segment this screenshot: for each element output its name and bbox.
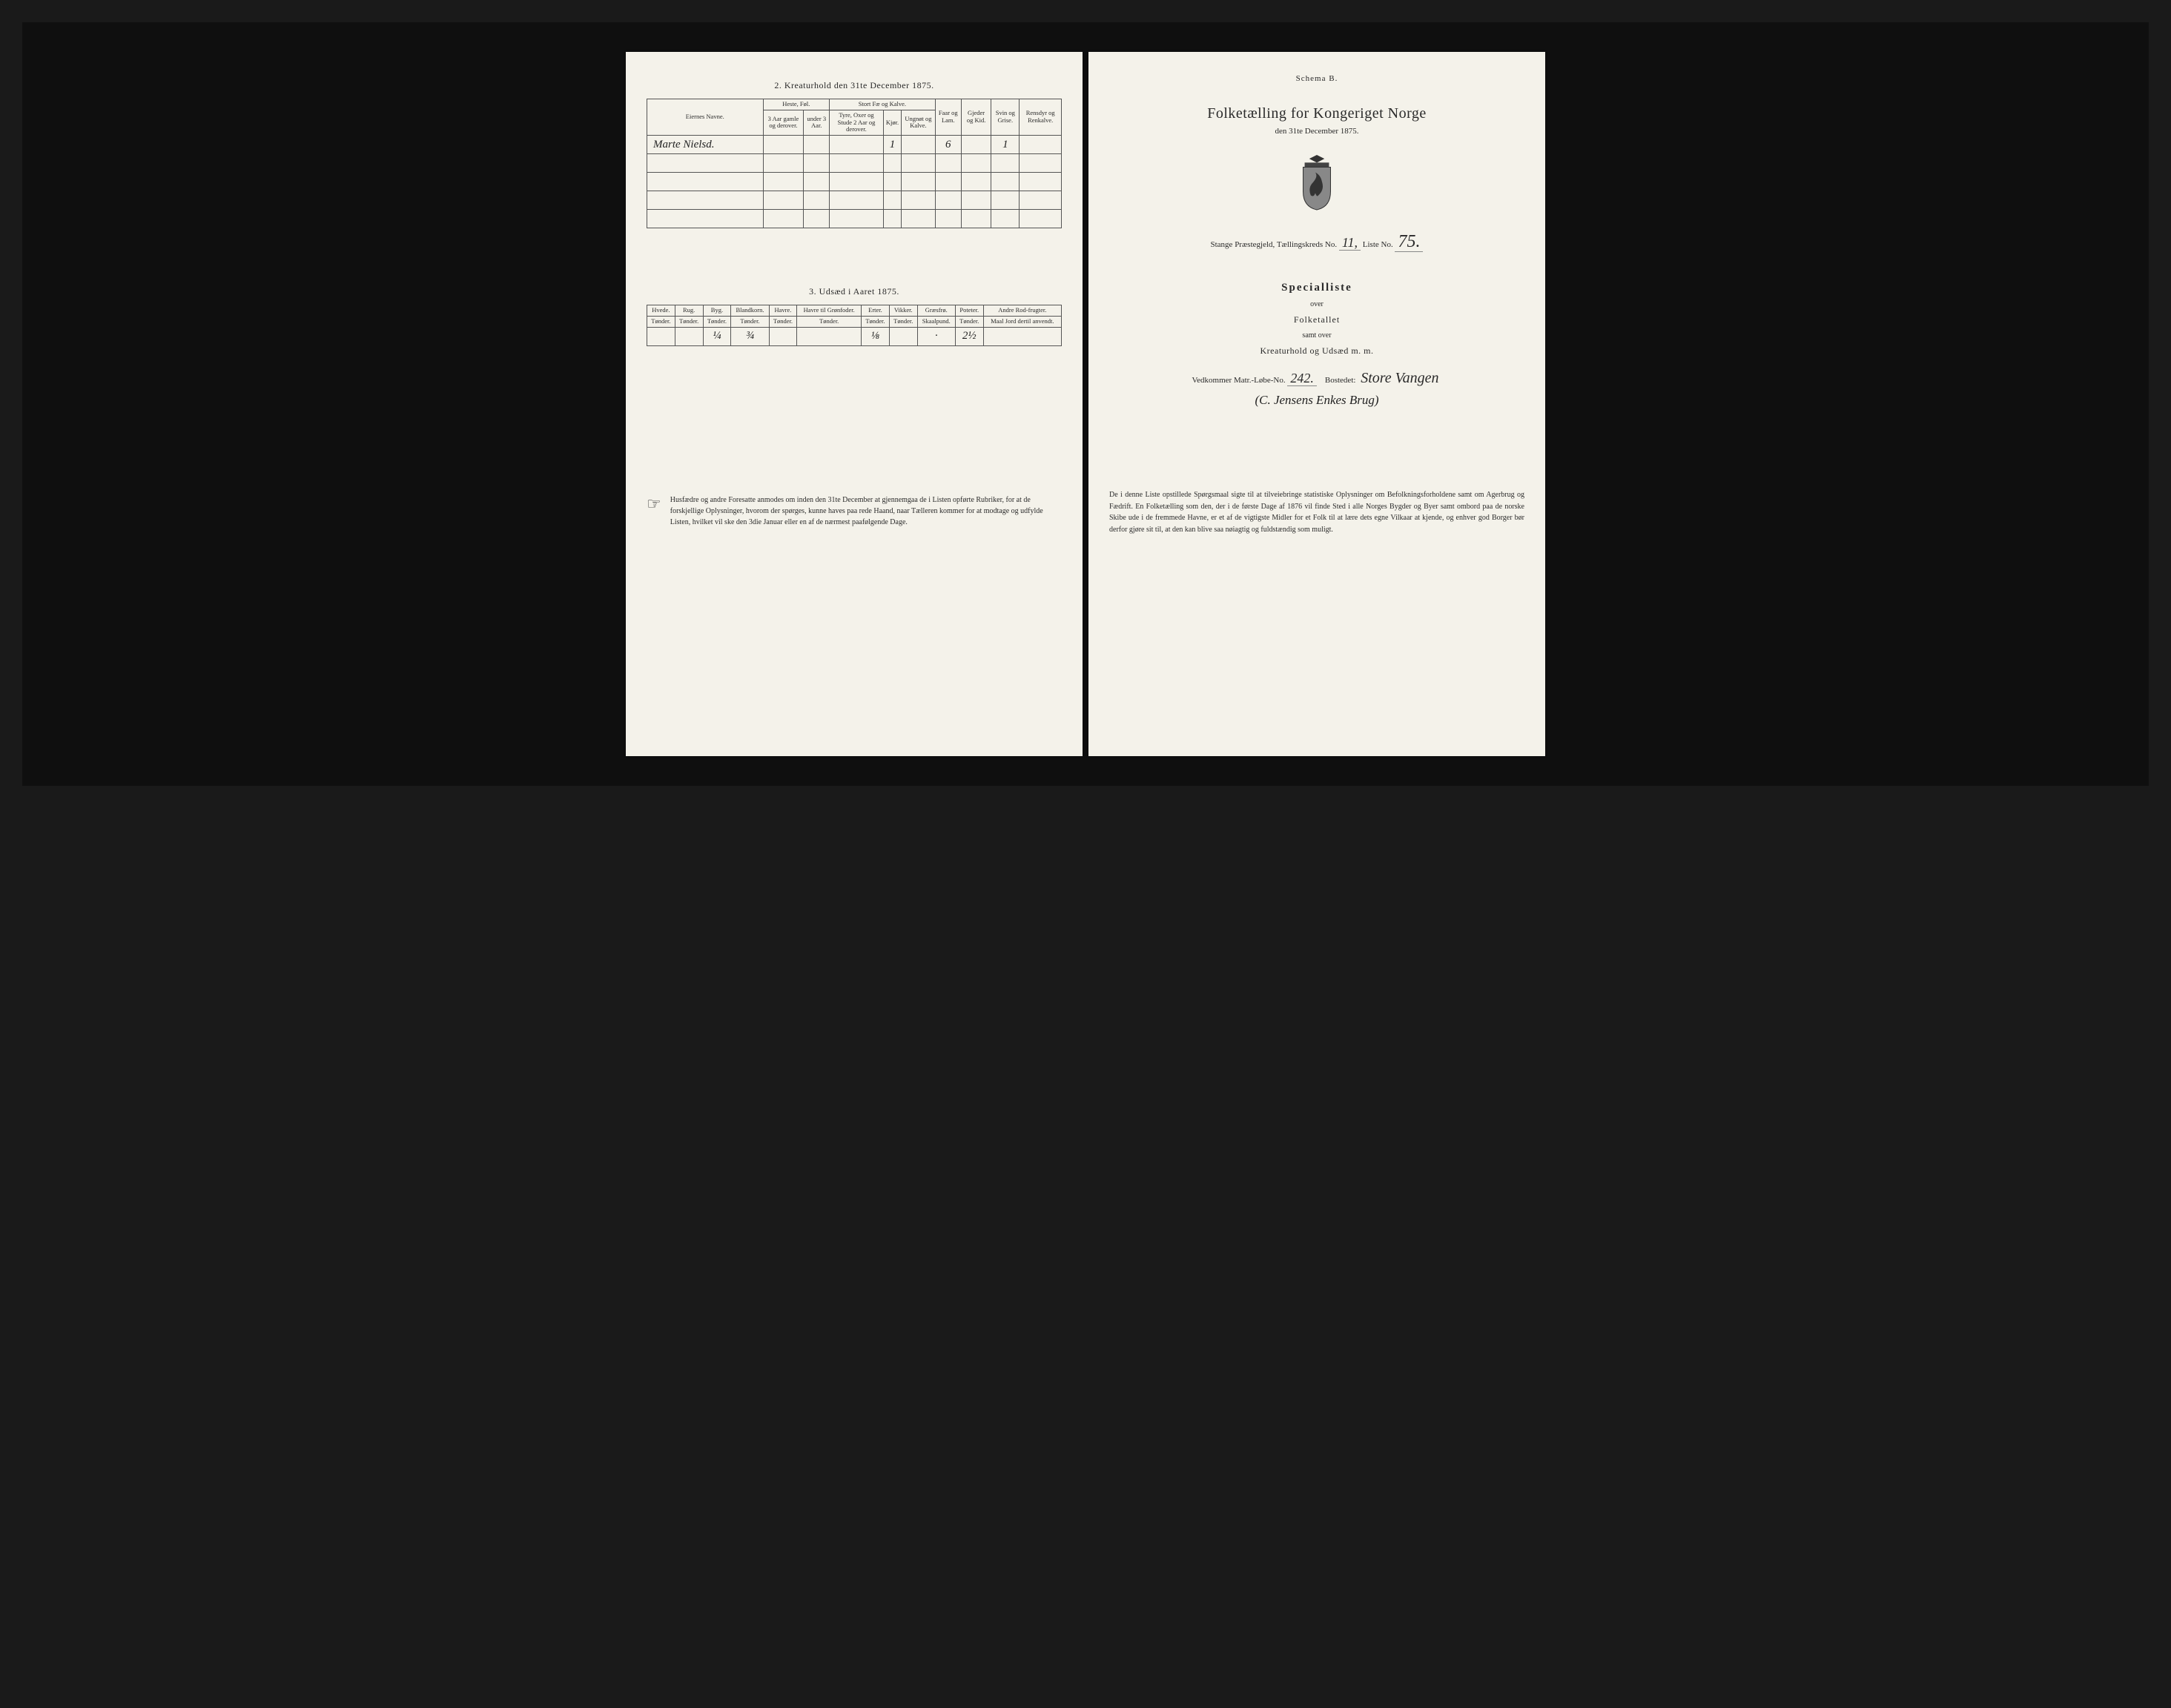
cell: ¾ (731, 327, 769, 345)
col-heste: Heste, Føl. (763, 99, 830, 110)
col-stortfae: Stort Fæ og Kalve. (830, 99, 936, 110)
t3h4: Havre. (769, 305, 797, 317)
matr-no: 242. (1287, 371, 1317, 386)
table-row (647, 191, 1062, 210)
section-3-title: 3. Udsæd i Aaret 1875. (647, 286, 1062, 297)
t3h8: Græsfrø. (917, 305, 955, 317)
cell (804, 136, 830, 154)
cell (797, 327, 862, 345)
cell: ¼ (703, 327, 731, 345)
bostedet-sub-line: (C. Jensens Enkes Brug) (1109, 393, 1524, 408)
table-row (647, 210, 1062, 228)
census-subtitle: den 31te December 1875. (1109, 127, 1524, 136)
bostedet-value: Store Vangen (1358, 370, 1441, 386)
pointer-hand-icon: ☞ (647, 494, 661, 528)
t3u0: Tønder. (647, 316, 675, 327)
t3h9: Poteter. (955, 305, 983, 317)
spec-folket: Folketallet (1109, 314, 1524, 325)
sub-f1: Tyre, Oxer og Stude 2 Aar og derover. (830, 110, 884, 135)
t3u4: Tønder. (769, 316, 797, 327)
kreaturhold-table: Eiernes Navne. Heste, Føl. Stort Fæ og K… (647, 99, 1062, 228)
cell: 1 (883, 136, 901, 154)
t3u10: Maal Jord dertil anvendt. (983, 316, 1061, 327)
cell (830, 136, 884, 154)
cell: 6 (935, 136, 961, 154)
left-footer: ☞ Husfædre og andre Foresatte anmodes om… (647, 494, 1062, 528)
liste-label: Liste No. (1363, 240, 1393, 249)
footer-text: Husfædre og andre Foresatte anmodes om i… (670, 494, 1062, 528)
cell: 1 (991, 136, 1020, 154)
t3h6: Erter. (862, 305, 890, 317)
table-row (647, 173, 1062, 191)
t3u3: Tønder. (731, 316, 769, 327)
t3h7: Vikker. (889, 305, 917, 317)
cell: · (917, 327, 955, 345)
cell: ⅛ (862, 327, 890, 345)
cell (902, 136, 936, 154)
sub-h1: 3 Aar gamle og derover. (763, 110, 804, 135)
t3h3: Blandkorn. (731, 305, 769, 317)
col-svin: Svin og Grise. (991, 99, 1020, 136)
vedkommer-label: Vedkommer Matr.-Løbe-No. (1192, 376, 1285, 385)
udsaed-table: Hvede. Rug. Byg. Blandkorn. Havre. Havre… (647, 305, 1062, 346)
table-row (647, 154, 1062, 173)
col-owner: Eiernes Navne. (647, 99, 764, 136)
t3h10: Andre Rod-frugter. (983, 305, 1061, 317)
coat-of-arms-icon (1109, 153, 1524, 211)
bostedet-sub: (C. Jensens Enkes Brug) (1255, 393, 1378, 407)
census-title: Folketælling for Kongeriget Norge (1109, 105, 1524, 122)
col-faar: Faar og Lam. (935, 99, 961, 136)
specialliste-title: Specialliste (1109, 282, 1524, 294)
spec-over: over (1109, 300, 1524, 308)
table-row: ¼ ¾ ⅛ · 2½ (647, 327, 1062, 345)
table-row: Marte Nielsd. 1 6 1 (647, 136, 1062, 154)
liste-no: 75. (1395, 232, 1423, 252)
cell (983, 327, 1061, 345)
sub-h2: under 3 Aar. (804, 110, 830, 135)
scan-frame: 2. Kreaturhold den 31te December 1875. E… (22, 22, 2149, 786)
vedkommer-line: Vedkommer Matr.-Løbe-No. 242. Bostedet: … (1109, 370, 1524, 387)
t3h0: Hvede. (647, 305, 675, 317)
owner-name: Marte Nielsd. (647, 136, 764, 154)
t3h1: Rug. (675, 305, 703, 317)
cell (763, 136, 804, 154)
cell (1020, 136, 1062, 154)
col-ren: Rensdyr og Renkalve. (1020, 99, 1062, 136)
cell (769, 327, 797, 345)
right-page: Schema B. Folketælling for Kongeriget No… (1088, 52, 1545, 756)
t3u5: Tønder. (797, 316, 862, 327)
t3u1: Tønder. (675, 316, 703, 327)
section-2-title: 2. Kreaturhold den 31te December 1875. (647, 80, 1062, 91)
t3u6: Tønder. (862, 316, 890, 327)
cell (675, 327, 703, 345)
right-footer-text: De i denne Liste opstillede Spørgsmaal s… (1109, 489, 1524, 535)
bostedet-label: Bostedet: (1325, 376, 1356, 385)
cell: 2½ (955, 327, 983, 345)
cell (961, 136, 991, 154)
spec-kreatur: Kreaturhold og Udsæd m. m. (1109, 345, 1524, 357)
praestegjeld-line: Stange Præstegjeld, Tællingskreds No. 11… (1109, 232, 1524, 252)
t3u9: Tønder. (955, 316, 983, 327)
col-gjeder: Gjeder og Kid. (961, 99, 991, 136)
sub-f2: Kjør. (883, 110, 901, 135)
t3h2: Byg. (703, 305, 731, 317)
praestegjeld-label: Stange Præstegjeld, Tællingskreds No. (1211, 240, 1338, 249)
t3u7: Tønder. (889, 316, 917, 327)
schema-label: Schema B. (1109, 74, 1524, 83)
t3u2: Tønder. (703, 316, 731, 327)
t3h5: Havre til Grønfoder. (797, 305, 862, 317)
cell (889, 327, 917, 345)
t3u8: Skaalpund. (917, 316, 955, 327)
left-page: 2. Kreaturhold den 31te December 1875. E… (626, 52, 1083, 756)
kreds-no: 11, (1339, 235, 1361, 251)
cell (647, 327, 675, 345)
spec-samt: samt over (1109, 331, 1524, 340)
sub-f3: Ungnøt og Kalve. (902, 110, 936, 135)
